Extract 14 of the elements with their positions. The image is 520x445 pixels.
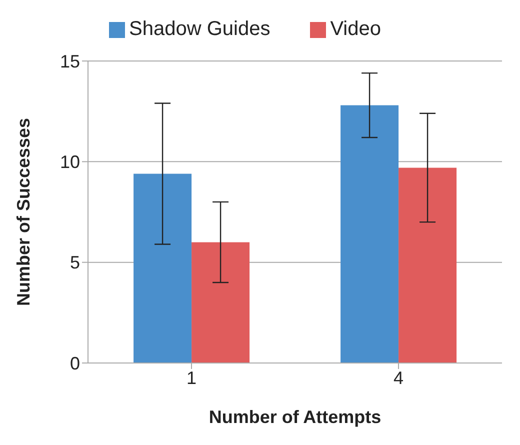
y-axis-title: Number of Successes <box>13 118 34 306</box>
bar <box>398 168 457 363</box>
x-tick-label: 4 <box>393 368 404 388</box>
x-axis-title: Number of Attempts <box>208 407 382 427</box>
y-tick-label: 15 <box>60 51 80 72</box>
y-tick-label: 5 <box>70 252 80 273</box>
x-tick-label: 1 <box>186 368 197 388</box>
bar <box>192 242 250 363</box>
bar <box>134 174 192 363</box>
bar <box>340 105 399 363</box>
legend-label: Video <box>330 18 381 40</box>
y-tick-label: 10 <box>60 152 80 172</box>
y-tick-label: 0 <box>70 353 80 374</box>
legend-label: Shadow Guides <box>129 18 270 40</box>
